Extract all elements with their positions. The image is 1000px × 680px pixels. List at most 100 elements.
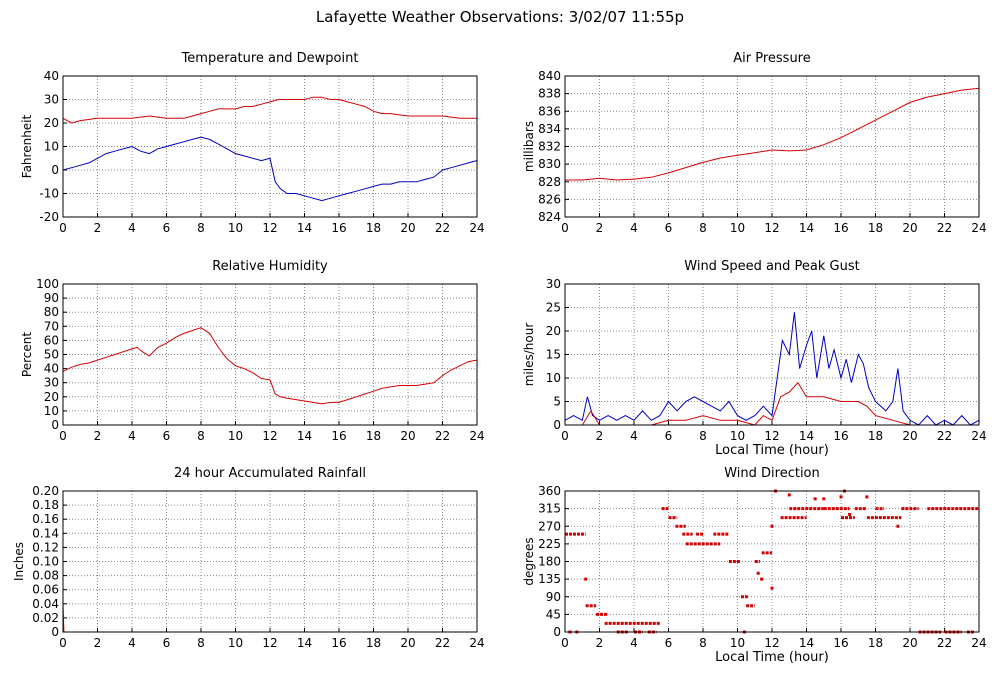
direction-point: [896, 524, 900, 528]
x-tick-label: 18: [868, 221, 883, 235]
x-tick-label: 14: [799, 429, 814, 443]
y-tick-label: 100: [36, 277, 59, 291]
direction-point: [760, 577, 764, 581]
chart-title: Wind Speed and Peak Gust: [684, 259, 859, 274]
x-tick-label: 2: [596, 636, 604, 650]
chart-title: Wind Direction: [724, 466, 820, 481]
x-tick-label: 20: [400, 429, 415, 443]
y-tick-label: 20: [546, 324, 561, 338]
y-tick-label: -10: [39, 187, 59, 201]
x-tick-label: 10: [228, 429, 243, 443]
plot-frame: [564, 75, 980, 218]
series-line-blue: [564, 312, 980, 426]
y-tick-label: 45: [546, 607, 561, 621]
y-tick-label: 270: [538, 519, 561, 533]
y-tick-label: 0: [51, 163, 59, 177]
x-tick-label: 22: [937, 221, 952, 235]
x-tick-label: 12: [764, 429, 779, 443]
x-tick-label: 20: [902, 429, 917, 443]
x-tick-label: 24: [469, 429, 484, 443]
y-tick-label: 25: [546, 301, 561, 315]
x-tick-label: 10: [730, 429, 745, 443]
plot-frame: [564, 490, 980, 633]
y-tick-label: 40: [44, 362, 59, 376]
plot-frame: [62, 283, 478, 426]
y-tick-label: 824: [538, 210, 561, 224]
x-tick-label: 0: [59, 221, 67, 235]
x-tick-label: 14: [799, 636, 814, 650]
x-tick-label: 4: [128, 429, 136, 443]
series-line-blue: [62, 136, 478, 202]
x-tick-label: 14: [297, 429, 312, 443]
x-tick-label: 24: [971, 221, 986, 235]
x-tick-label: 0: [561, 221, 569, 235]
x-tick-label: 16: [833, 429, 848, 443]
x-tick-label: 10: [730, 221, 745, 235]
series-line-red: [62, 327, 478, 405]
direction-point: [756, 571, 760, 575]
y-tick-label: 830: [538, 157, 561, 171]
y-tick-label: 840: [538, 69, 561, 83]
x-tick-label: 6: [163, 429, 171, 443]
y-tick-label: 20: [44, 390, 59, 404]
x-tick-label: 8: [699, 429, 707, 443]
y-tick-label: 834: [538, 122, 561, 136]
x-tick-label: 18: [366, 221, 381, 235]
y-tick-label: 0.06: [32, 583, 59, 597]
x-tick-label: 12: [262, 221, 277, 235]
y-tick-label: 80: [44, 305, 59, 319]
x-tick-label: 16: [331, 429, 346, 443]
y-tick-label: 30: [546, 277, 561, 291]
x-tick-label: 20: [902, 221, 917, 235]
chart-title: Relative Humidity: [212, 259, 328, 274]
y-tick-label: 826: [538, 192, 561, 206]
x-tick-label: 8: [197, 636, 205, 650]
y-tick-label: 30: [44, 376, 59, 390]
x-tick-label: 20: [902, 636, 917, 650]
x-tick-label: 4: [630, 221, 638, 235]
x-tick-label: 2: [94, 429, 102, 443]
x-tick-label: 10: [730, 636, 745, 650]
y-tick-label: 180: [538, 555, 561, 569]
y-tick-label: 90: [44, 291, 59, 305]
x-tick-label: 22: [937, 636, 952, 650]
y-tick-label: 90: [546, 590, 561, 604]
y-tick-label: 135: [538, 572, 561, 586]
x-tick-label: 2: [94, 636, 102, 650]
x-tick-label: 2: [94, 221, 102, 235]
plot-frame: [62, 75, 478, 218]
x-tick-label: 18: [868, 429, 883, 443]
x-tick-label: 22: [435, 221, 450, 235]
y-tick-label: 0.02: [32, 611, 59, 625]
x-tick-label: 4: [128, 636, 136, 650]
y-tick-label: 0.16: [32, 512, 59, 526]
x-tick-label: 4: [630, 636, 638, 650]
y-tick-label: 0: [51, 418, 59, 432]
x-tick-label: 22: [435, 636, 450, 650]
x-axis-label: Local Time (hour): [715, 443, 829, 458]
y-tick-label: 315: [538, 502, 561, 516]
y-tick-label: 225: [538, 537, 561, 551]
x-tick-label: 16: [833, 221, 848, 235]
x-tick-label: 6: [163, 221, 171, 235]
y-tick-label: 832: [538, 140, 561, 154]
x-tick-label: 6: [665, 636, 673, 650]
y-axis-label: millibars: [522, 121, 536, 172]
direction-point: [787, 493, 791, 497]
x-tick-label: 0: [59, 429, 67, 443]
y-tick-label: 15: [546, 348, 561, 362]
x-tick-label: 6: [665, 221, 673, 235]
x-tick-label: 18: [366, 636, 381, 650]
x-tick-label: 24: [971, 429, 986, 443]
y-axis-label: Percent: [20, 332, 34, 377]
x-tick-label: 22: [435, 429, 450, 443]
x-tick-label: 18: [868, 636, 883, 650]
y-tick-label: 0.12: [32, 540, 59, 554]
x-tick-label: 2: [596, 429, 604, 443]
x-tick-label: 12: [262, 429, 277, 443]
